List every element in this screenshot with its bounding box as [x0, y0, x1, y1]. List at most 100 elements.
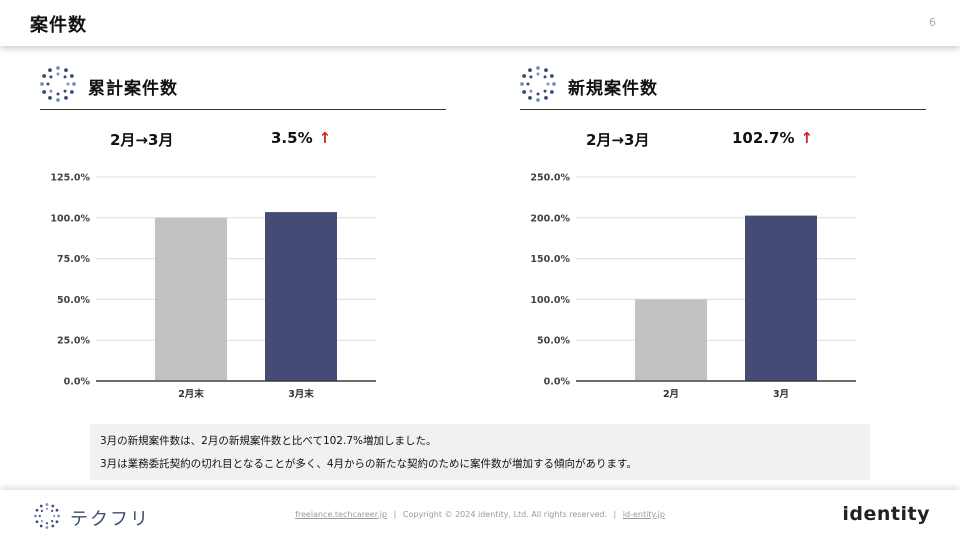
y-tick-label: 150.0% — [530, 254, 570, 265]
logo-dot — [45, 503, 49, 506]
logo-dot — [544, 95, 548, 100]
copyright-text: Copyright © 2024 identity, Ltd. All righ… — [402, 510, 607, 519]
identity-logo: identity — [842, 503, 930, 525]
logo-dot — [35, 508, 39, 512]
y-tick-label: 100.0% — [50, 213, 90, 224]
bar — [635, 299, 707, 381]
logo-dot — [56, 72, 60, 76]
logo-dot — [51, 524, 55, 528]
logo-dot — [536, 98, 540, 102]
identity-link[interactable]: id-entity.jp — [622, 510, 665, 519]
up-arrow-icon: ↑ — [318, 129, 332, 147]
logo-dot — [528, 95, 532, 100]
logo-dot — [63, 89, 67, 93]
logo-dot — [45, 507, 49, 510]
logo-dot — [35, 520, 39, 524]
logo-dot — [55, 508, 59, 512]
logo-dot — [529, 75, 533, 79]
x-tick-label: 2月末 — [178, 388, 204, 400]
logo-dot — [51, 504, 55, 508]
logo-dot — [38, 514, 41, 518]
y-tick-label: 75.0% — [57, 254, 90, 265]
logo-dot — [40, 520, 43, 523]
logo-dot — [49, 89, 53, 93]
dotted-circle-logo-icon — [520, 66, 556, 102]
logo-dot — [549, 90, 554, 94]
y-tick-label: 100.0% — [530, 295, 570, 306]
y-tick-label: 250.0% — [530, 173, 570, 184]
logo-dot — [520, 82, 524, 86]
footer-copyright-line: freelance.techcareer.jp | Copyright © 20… — [0, 510, 960, 519]
logo-dot — [526, 82, 530, 86]
brand-name: テクフリ — [70, 509, 150, 530]
panel-title-bar: 新規案件数 — [520, 60, 926, 110]
commentary-line-2: 3月は業務委託契約の切れ目となることが多く、4月からの新たな契約のために案件数が… — [100, 458, 637, 470]
y-tick-label: 25.0% — [57, 336, 90, 347]
page-number: 6 — [929, 16, 936, 29]
logo-dot — [549, 74, 554, 78]
logo-dot — [40, 82, 44, 86]
logo-dot — [529, 89, 533, 93]
bar — [265, 212, 337, 381]
change-value: 3.5% ↑ — [271, 129, 331, 147]
logo-dot — [55, 520, 59, 524]
logo-dot — [543, 75, 547, 79]
y-tick-label: 50.0% — [537, 336, 570, 347]
logo-dot — [51, 520, 54, 523]
logo-dot — [64, 95, 68, 100]
panel-title: 累計案件数 — [88, 79, 178, 99]
separator: | — [613, 510, 617, 519]
logo-dot — [522, 74, 527, 78]
identity-logo-text: identity — [842, 503, 930, 525]
cumulative-cases-panel: 累計案件数 2月→3月 3.5% ↑ 0.0% 25.0% 50.0% 75.0% 100… — [40, 60, 450, 420]
x-tick-label: 2月 — [663, 389, 679, 400]
logo-dot — [51, 509, 54, 512]
logo-dot — [39, 504, 43, 508]
logo-dot — [552, 82, 556, 86]
new-cases-panel: 新規案件数 2月→3月 102.7% ↑ 0.0% 50.0% 100.0% 150.0… — [520, 60, 930, 420]
logo-dot — [56, 98, 60, 102]
x-tick-label: 3月末 — [288, 388, 314, 400]
logo-dot — [56, 66, 60, 70]
logo-dot — [536, 66, 540, 70]
logo-dot — [543, 89, 547, 93]
y-tick-label: 0.0% — [64, 377, 91, 388]
bar — [155, 217, 227, 381]
techcareer-link[interactable]: freelance.techcareer.jp — [295, 510, 388, 519]
y-tick-label: 0.0% — [544, 377, 571, 388]
new-cases-bar-chart: 0.0% 50.0% 100.0% 150.0% 200.0% 250.0% 2月 3月 — [530, 173, 856, 400]
page-title: 案件数 — [30, 15, 87, 36]
logo-dot — [48, 68, 52, 73]
cumulative-cases-bar-chart: 0.0% 25.0% 50.0% 75.0% 100.0% 125.0% 2月末 3月末 — [50, 173, 376, 400]
panel-title: 新規案件数 — [568, 79, 658, 99]
x-tick-label: 3月 — [773, 389, 789, 400]
logo-dot — [66, 82, 70, 86]
period-label: 2月→3月 — [110, 131, 174, 149]
panel-title-bar: 累計案件数 — [40, 60, 446, 110]
bar — [745, 215, 817, 381]
logo-dot — [522, 90, 527, 94]
change-percent: 3.5% — [271, 129, 313, 147]
change-percent: 102.7% — [732, 129, 795, 147]
logo-dot — [69, 90, 74, 94]
change-value: 102.7% ↑ — [732, 129, 813, 147]
techfuri-logo-icon — [34, 503, 60, 529]
separator: | — [393, 510, 397, 519]
logo-dot — [544, 68, 548, 73]
y-tick-label: 50.0% — [57, 295, 90, 306]
logo-dot — [536, 92, 540, 96]
dotted-circle-logo-icon — [40, 66, 76, 102]
logo-dot — [57, 514, 60, 518]
page-footer: テクフリ freelance.techcareer.jp | Copyright… — [0, 490, 960, 540]
logo-dot — [42, 74, 47, 78]
up-arrow-icon: ↑ — [800, 129, 814, 147]
commentary-box: 3月の新規案件数は、2月の新規案件数と比べて102.7%増加しました。 3月は業… — [90, 424, 870, 480]
period-label: 2月→3月 — [586, 131, 650, 149]
logo-dot — [49, 75, 53, 79]
logo-dot — [34, 514, 37, 518]
logo-dot — [536, 72, 540, 76]
y-tick-label: 200.0% — [530, 213, 570, 224]
logo-dot — [53, 514, 56, 518]
logo-dot — [72, 82, 76, 86]
logo-dot — [528, 68, 532, 73]
